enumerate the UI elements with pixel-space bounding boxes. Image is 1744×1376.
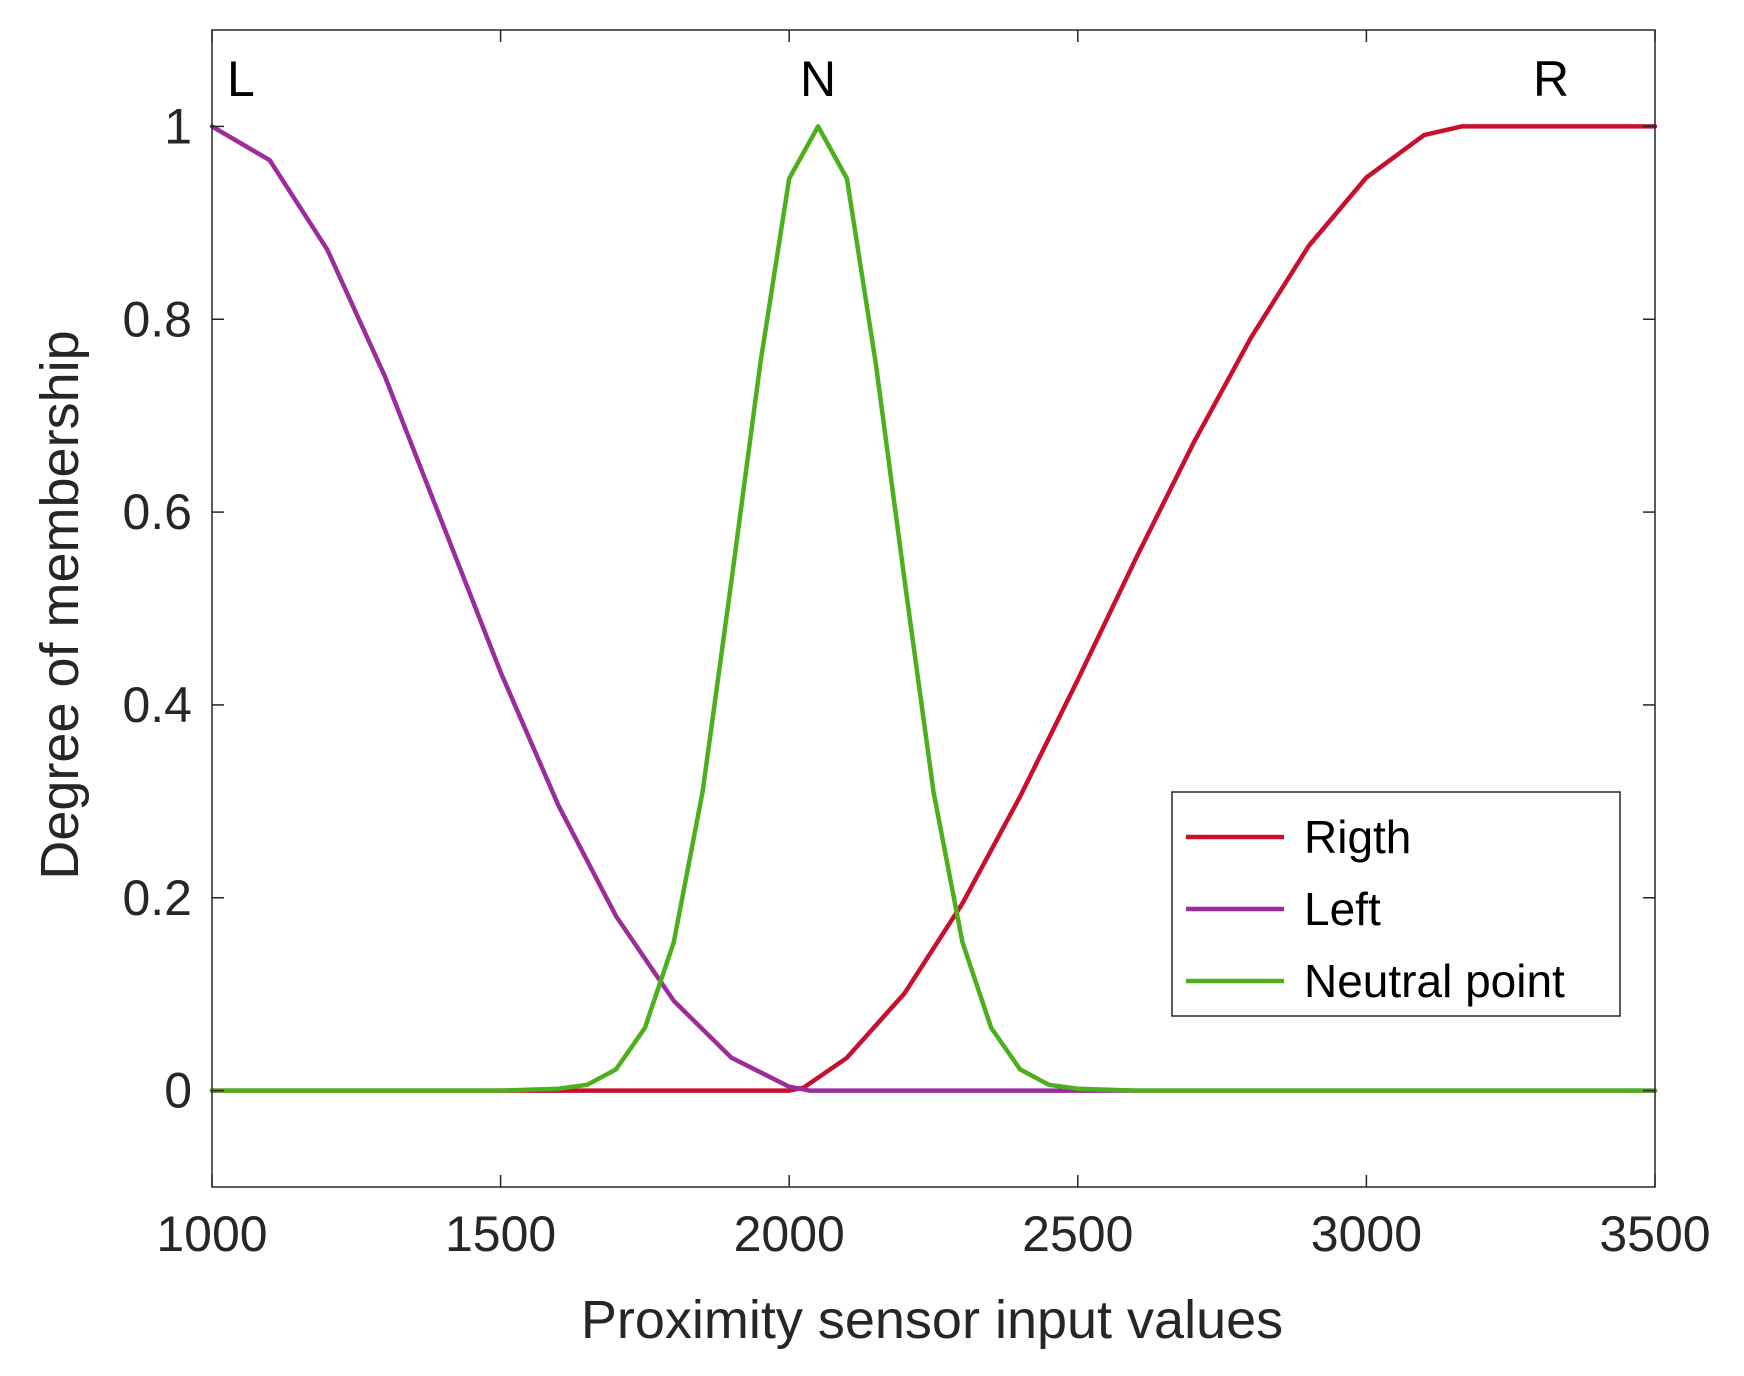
y-tick-label: 0.4 xyxy=(122,677,192,733)
x-tick-label: 3500 xyxy=(1599,1206,1710,1262)
x-tick-label: 2000 xyxy=(734,1206,845,1262)
legend: Rigth Left Neutral point xyxy=(1171,791,1621,1017)
y-axis-title: Degree of membership xyxy=(30,330,90,879)
x-tick-label: 1500 xyxy=(445,1206,556,1262)
legend-label-rigth: Rigth xyxy=(1304,811,1411,863)
y-tick-label: 0.2 xyxy=(122,870,192,926)
x-tick-label: 2500 xyxy=(1022,1206,1133,1262)
x-axis-title: Proximity sensor input values xyxy=(581,1290,1283,1350)
axes-layer: 1000 1500 2000 2500 3000 3500 0 0.2 0.4 0.6 0.8 1 xyxy=(122,29,1711,1262)
y-tick-label: 1 xyxy=(164,98,192,154)
y-tick-label: 0 xyxy=(164,1063,192,1119)
y-tick-label: 0.8 xyxy=(122,291,192,347)
axes-frame xyxy=(211,29,1656,1188)
legend-label-left: Left xyxy=(1304,883,1381,935)
legend-box xyxy=(1171,791,1621,1017)
annotation-r: R xyxy=(1533,51,1569,107)
annotation-n: N xyxy=(800,51,836,107)
series-line-left xyxy=(209,124,1658,1093)
x-tick-label: 1000 xyxy=(156,1206,267,1262)
series-line-neutral-point xyxy=(209,124,1658,1093)
y-tick-label: 0.6 xyxy=(122,484,192,540)
series-layer xyxy=(209,124,1658,1093)
x-tick-label: 3000 xyxy=(1311,1206,1422,1262)
annotation-l: L xyxy=(227,51,255,107)
legend-label-neutral-point: Neutral point xyxy=(1304,955,1565,1007)
